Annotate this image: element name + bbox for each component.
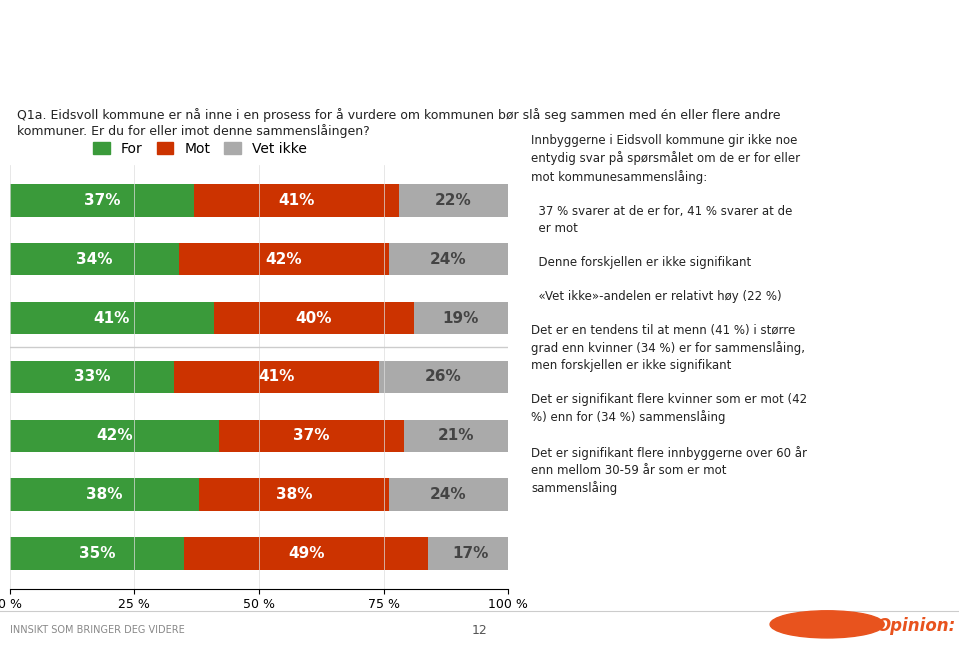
Text: 24%: 24% <box>431 487 467 502</box>
Text: 33%: 33% <box>74 369 110 384</box>
Bar <box>10 361 175 393</box>
Bar <box>10 243 179 276</box>
Text: 34%: 34% <box>76 252 112 267</box>
Text: Innbyggerne er relativt delt i spørsmålet om sammenslåing: Innbyggerne er relativt delt i spørsmåle… <box>17 30 959 63</box>
Bar <box>10 537 184 569</box>
Text: 22%: 22% <box>435 193 472 208</box>
Text: Innbyggerne i Eidsvoll kommune gir ikke noe
entydig svar på spørsmålet om de er : Innbyggerne i Eidsvoll kommune gir ikke … <box>531 134 807 495</box>
Bar <box>388 243 508 276</box>
Text: 38%: 38% <box>86 487 123 502</box>
Bar <box>429 537 513 569</box>
Bar <box>404 419 508 452</box>
Text: 38%: 38% <box>275 487 312 502</box>
Circle shape <box>770 611 884 638</box>
Bar <box>175 361 379 393</box>
Bar <box>179 243 388 276</box>
Text: 19%: 19% <box>443 311 480 325</box>
Text: 41%: 41% <box>258 369 294 384</box>
Bar <box>379 361 508 393</box>
Text: 24%: 24% <box>431 252 467 267</box>
Legend: For, Mot, Vet ikke: For, Mot, Vet ikke <box>93 142 307 156</box>
Bar <box>10 302 214 334</box>
Bar <box>10 184 194 217</box>
Text: 41%: 41% <box>94 311 130 325</box>
Bar <box>388 478 508 510</box>
Text: 41%: 41% <box>278 193 315 208</box>
Text: 37%: 37% <box>83 193 120 208</box>
Text: 42%: 42% <box>266 252 302 267</box>
Text: 17%: 17% <box>453 546 489 561</box>
Bar <box>10 478 199 510</box>
Text: 49%: 49% <box>288 546 324 561</box>
Bar <box>399 184 508 217</box>
Bar <box>184 537 429 569</box>
Text: 40%: 40% <box>295 311 332 325</box>
Text: 35%: 35% <box>79 546 115 561</box>
Bar <box>199 478 388 510</box>
Text: INNSIKT SOM BRINGER DEG VIDERE: INNSIKT SOM BRINGER DEG VIDERE <box>10 625 184 635</box>
Bar <box>214 302 413 334</box>
Bar <box>219 419 404 452</box>
Text: 37%: 37% <box>293 428 330 443</box>
Bar <box>10 419 219 452</box>
Text: 26%: 26% <box>425 369 462 384</box>
Text: 21%: 21% <box>437 428 474 443</box>
Bar <box>194 184 399 217</box>
Bar <box>413 302 508 334</box>
Text: Opinion:: Opinion: <box>877 617 955 635</box>
Text: 42%: 42% <box>96 428 132 443</box>
Text: Q1a. Eidsvoll kommune er nå inne i en prosess for å vurdere om kommunen bør slå : Q1a. Eidsvoll kommune er nå inne i en pr… <box>17 108 781 138</box>
Text: 12: 12 <box>472 624 487 637</box>
